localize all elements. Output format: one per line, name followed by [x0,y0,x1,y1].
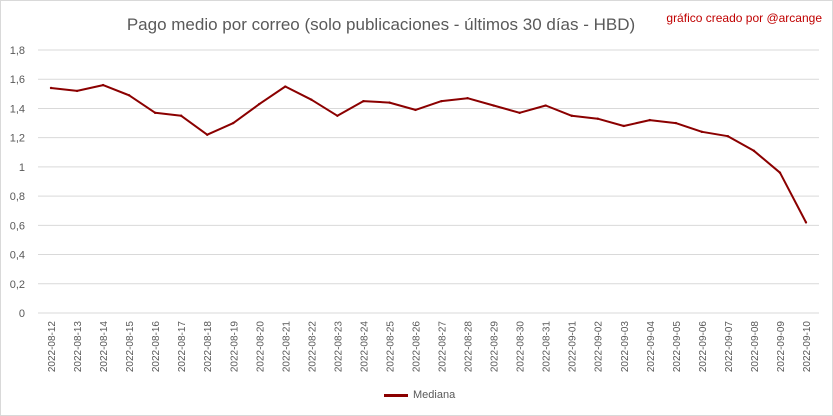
data-point [700,130,704,134]
x-tick-label: 2022-09-01 [568,321,579,373]
data-point [570,114,573,117]
y-tick-label: 0,2 [10,279,25,291]
x-tick-label: 2022-08-22 [307,321,318,373]
x-tick-label: 2022-08-16 [151,321,162,373]
x-tick-label: 2022-09-10 [802,321,813,373]
chart-credit: gráfico creado por @arcange [666,11,822,25]
data-point [179,114,183,117]
data-point [336,114,339,117]
data-point [622,124,625,128]
legend: Mediana [384,389,455,401]
x-tick-label: 2022-08-23 [333,321,344,373]
x-tick-label: 2022-09-07 [724,321,735,373]
x-tick-label: 2022-08-14 [99,321,110,373]
data-point [440,99,443,103]
y-tick-label: 1,2 [10,133,25,145]
data-point [258,102,261,106]
x-tick-label: 2022-09-05 [672,321,683,373]
x-tick-label: 2022-08-20 [255,321,266,373]
x-tick-label: 2022-08-28 [464,321,475,373]
x-tick-label: 2022-08-18 [203,321,214,373]
data-point [414,108,417,112]
x-tick-label: 2022-09-08 [750,321,761,373]
legend-label: Mediana [413,389,456,401]
x-tick-label: 2022-08-25 [385,321,396,373]
y-tick-label: 1 [19,162,25,174]
data-point [518,111,521,115]
data-point [49,86,53,90]
data-point [206,133,209,136]
series-line-mediana [50,84,807,223]
data-point [284,85,287,88]
x-tick-label: 2022-08-24 [359,321,370,373]
data-point [466,97,469,100]
x-tick-label: 2022-08-17 [177,321,188,373]
x-tick-label: 2022-08-19 [229,321,240,373]
chart-title: Pago medio por correo (solo publicacione… [126,15,636,34]
data-point [544,104,547,107]
y-tick-label: 0,4 [10,250,25,262]
x-tick-label: 2022-08-12 [47,321,58,373]
x-tick-label: 2022-08-27 [438,321,449,373]
x-tick-label: 2022-08-30 [516,321,527,373]
x-tick-label: 2022-08-29 [490,321,501,373]
x-tick-label: 2022-08-31 [542,321,553,373]
data-point [127,94,131,97]
data-point [596,117,599,120]
y-tick-label: 0,8 [10,191,25,203]
x-tick-label: 2022-08-21 [281,321,292,373]
data-point [778,171,782,174]
y-tick-label: 1,6 [10,74,25,86]
data-point [310,98,313,101]
x-tick-label: 2022-08-13 [73,321,84,373]
x-tick-label: 2022-09-03 [620,321,631,373]
data-point [492,104,495,107]
x-tick-label: 2022-08-15 [125,321,136,373]
y-tick-label: 0,6 [10,220,25,232]
legend-swatch [384,393,408,397]
data-point [232,121,235,125]
data-point [804,221,808,224]
data-point [752,149,756,153]
x-tick-label: 2022-09-04 [646,321,657,373]
y-tick-label: 0 [19,308,25,320]
x-tick-label: 2022-09-06 [698,321,709,373]
x-tick-label: 2022-09-02 [594,321,605,373]
data-point [674,121,678,125]
data-point [75,89,79,93]
data-point [153,111,157,115]
data-point [101,83,105,87]
data-point [726,135,730,138]
x-tick-label: 2022-09-09 [776,321,787,373]
data-point [388,101,391,104]
data-point [362,99,365,103]
y-tick-label: 1,8 [10,45,25,57]
y-tick-label: 1,4 [10,103,25,115]
data-point [648,118,651,122]
x-tick-label: 2022-08-26 [411,321,422,373]
